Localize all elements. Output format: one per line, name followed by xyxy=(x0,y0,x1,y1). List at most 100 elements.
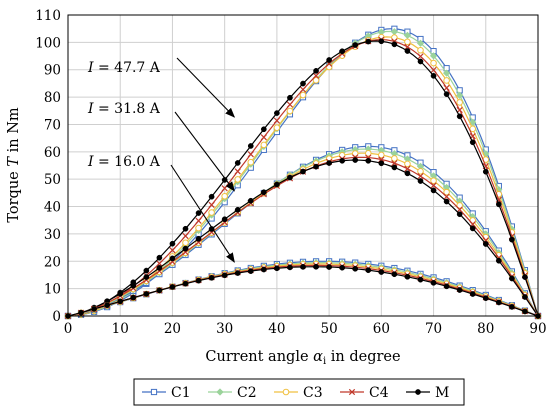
data-point xyxy=(443,91,450,97)
data-point xyxy=(456,113,463,120)
data-point xyxy=(169,240,176,247)
data-point xyxy=(260,134,267,141)
data-point xyxy=(326,264,332,270)
data-point xyxy=(339,157,346,164)
data-point xyxy=(195,224,202,232)
legend: C1 C2 C3 C4 M xyxy=(133,378,465,406)
legend-swatch-marker xyxy=(216,388,224,396)
data-point xyxy=(91,306,97,312)
annotation-label: I = 47.7 A xyxy=(87,60,161,76)
legend-entry-m: M xyxy=(406,385,449,401)
data-point xyxy=(443,193,450,200)
data-point xyxy=(195,210,202,216)
annotation-arrow xyxy=(176,57,236,118)
data-point xyxy=(443,188,450,196)
y-tick-label: 20 xyxy=(44,254,61,270)
data-point xyxy=(286,101,294,108)
data-point xyxy=(404,43,411,51)
y-tick-label: 50 xyxy=(44,172,61,188)
series-line xyxy=(67,36,539,317)
legend-swatch-marker xyxy=(415,389,421,395)
data-point xyxy=(274,181,280,188)
tick-labels: 0 10 20 30 40 50 60 70 80 90 100 110 0 10 20 30 40 50 60 70… xyxy=(35,8,546,337)
x-tick-label: 10 xyxy=(112,321,129,337)
x-tick-label: 60 xyxy=(373,321,390,337)
x-tick-label: 70 xyxy=(425,321,442,337)
data-point xyxy=(378,151,385,159)
data-point xyxy=(312,72,320,79)
data-point xyxy=(456,211,463,218)
data-point xyxy=(365,38,372,45)
data-point xyxy=(430,182,437,189)
data-point xyxy=(391,160,398,167)
y-tick-label: 100 xyxy=(35,35,61,51)
x-tick-label: 30 xyxy=(216,321,233,337)
data-point xyxy=(234,206,241,213)
current-annotation: I = 31.8 A xyxy=(87,101,235,192)
x-axis-label: Current angle αi in degree xyxy=(205,349,400,367)
data-point xyxy=(391,164,398,171)
data-point xyxy=(130,294,137,301)
data-point xyxy=(221,192,228,200)
data-point xyxy=(417,168,424,175)
data-point xyxy=(443,283,450,290)
data-point xyxy=(430,177,437,185)
data-point xyxy=(313,68,319,74)
data-point xyxy=(378,160,385,167)
data-point xyxy=(300,168,306,175)
y-tick-label: 70 xyxy=(44,117,61,133)
data-point xyxy=(469,291,476,297)
data-point xyxy=(130,282,137,289)
data-point xyxy=(365,267,372,274)
data-point xyxy=(443,198,450,205)
data-point xyxy=(456,91,464,99)
data-point xyxy=(247,197,254,204)
data-point xyxy=(417,53,424,60)
data-point xyxy=(482,168,489,175)
data-point xyxy=(260,266,267,273)
data-point xyxy=(169,255,176,262)
data-point xyxy=(182,225,189,232)
data-point xyxy=(182,280,189,287)
data-point xyxy=(273,124,281,132)
data-point xyxy=(469,118,477,126)
data-point xyxy=(195,235,202,242)
data-point xyxy=(182,232,189,240)
y-tick-label: 80 xyxy=(44,90,61,106)
series-m-160 xyxy=(65,263,541,319)
x-tick-label: 40 xyxy=(268,321,285,337)
data-point xyxy=(456,202,463,209)
data-point xyxy=(391,271,398,278)
x-tick-label: 50 xyxy=(321,321,338,337)
data-point xyxy=(78,309,84,316)
data-point xyxy=(169,284,176,290)
y-tick-label: 40 xyxy=(44,200,61,216)
data-point xyxy=(430,72,437,79)
legend-entry-c3: C3 xyxy=(274,385,323,401)
data-point xyxy=(352,42,359,48)
x-tick-label: 20 xyxy=(164,321,181,337)
data-point xyxy=(522,308,528,315)
data-point xyxy=(208,209,215,216)
data-point xyxy=(156,265,163,271)
data-point xyxy=(352,265,359,272)
series-c3-477 xyxy=(64,33,542,320)
legend-swatch-marker xyxy=(348,388,356,396)
legend-entry-c4: C4 xyxy=(340,385,389,401)
data-point xyxy=(522,274,528,280)
legend-label: C4 xyxy=(369,385,389,401)
data-point xyxy=(247,158,255,166)
y-tick-label: 0 xyxy=(52,309,61,325)
data-point xyxy=(482,241,489,247)
y-tick-label: 90 xyxy=(44,63,61,79)
data-point xyxy=(143,267,150,274)
data-point xyxy=(339,48,346,55)
data-point xyxy=(300,80,306,87)
data-point xyxy=(456,287,463,293)
data-point xyxy=(247,151,254,158)
data-point xyxy=(300,264,306,270)
data-point xyxy=(260,189,267,196)
data-point xyxy=(247,143,254,149)
legend-entry-c1: C1 xyxy=(142,385,191,401)
data-point xyxy=(364,150,372,157)
